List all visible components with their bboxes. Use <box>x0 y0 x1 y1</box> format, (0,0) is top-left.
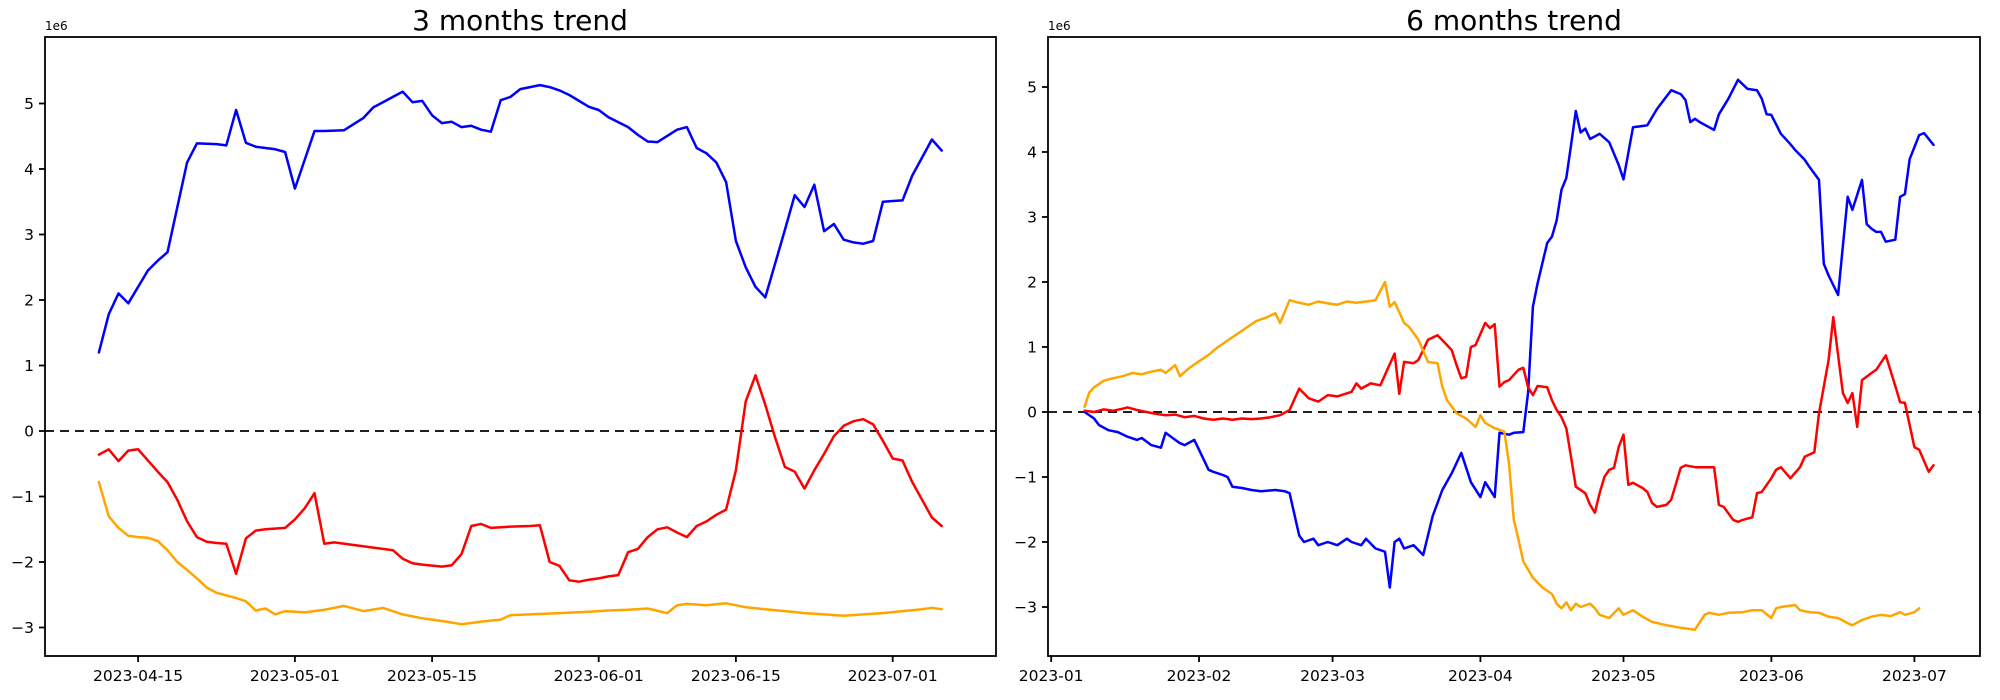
axes-spines <box>44 36 997 657</box>
x-tick-label: 2023-04-15 <box>93 667 183 685</box>
y-tick-label: −2 <box>11 554 34 572</box>
y-tick-label: 2 <box>1027 273 1037 291</box>
series-blue-line <box>1083 78 1935 589</box>
y-tick-label: −1 <box>1014 468 1037 486</box>
x-tick-label: 2023-07-01 <box>848 667 938 685</box>
x-tick-label: 2023-07 <box>1882 667 1947 685</box>
y-tick-label: 1 <box>1027 338 1037 356</box>
y-tick-label: 2 <box>24 291 34 309</box>
y-axis-offset-label: 1e6 <box>45 19 68 33</box>
x-tick-label: 2023-03 <box>1300 667 1365 685</box>
y-tick-label: 1 <box>24 357 34 375</box>
series-orange-line <box>1083 280 1921 631</box>
y-tick-label: 3 <box>24 226 34 244</box>
x-tick-label: 2023-05 <box>1591 667 1656 685</box>
y-tick-label: 4 <box>1027 143 1037 161</box>
panel-0: 5 4 3 2 1 0 −1 −2 −3 2023-04-15 2023-05-01 2023-05-… <box>11 19 997 685</box>
axes-spines <box>1047 36 1981 657</box>
y-tick-label: −1 <box>11 488 34 506</box>
y-tick-label: 5 <box>24 95 34 113</box>
y-tick-label: −3 <box>1014 598 1037 616</box>
x-tick-label: 2023-06 <box>1739 667 1804 685</box>
y-tick-label: 4 <box>24 160 34 178</box>
y-axis-offset-label: 1e6 <box>1048 19 1071 33</box>
y-tick-label: 0 <box>24 422 34 440</box>
y-tick-label: −3 <box>11 619 34 637</box>
panel-1: 5 4 3 2 1 0 −1 −2 −3 2023-01 2023-02 2023-03 2023-04… <box>1014 19 1981 685</box>
y-tick-label: 0 <box>1027 403 1037 421</box>
x-tick-label: 2023-01 <box>1019 667 1084 685</box>
right-panel-title: 6 months trend <box>1406 4 1622 37</box>
x-tick-label: 2023-02 <box>1167 667 1232 685</box>
series-red-line <box>97 374 943 583</box>
series-orange-line <box>97 480 943 626</box>
series-red-line <box>1083 315 1935 524</box>
y-tick-label: 3 <box>1027 208 1037 226</box>
x-tick-label: 2023-06-01 <box>554 667 644 685</box>
x-tick-label: 2023-06-15 <box>691 667 781 685</box>
x-tick-label: 2023-05-01 <box>250 667 340 685</box>
x-tick-label: 2023-04 <box>1448 667 1513 685</box>
y-tick-label: −2 <box>1014 533 1037 551</box>
left-panel-title: 3 months trend <box>412 4 628 37</box>
y-tick-label: 5 <box>1027 78 1037 96</box>
x-tick-label: 2023-05-15 <box>387 667 477 685</box>
series-blue-line <box>97 83 943 354</box>
